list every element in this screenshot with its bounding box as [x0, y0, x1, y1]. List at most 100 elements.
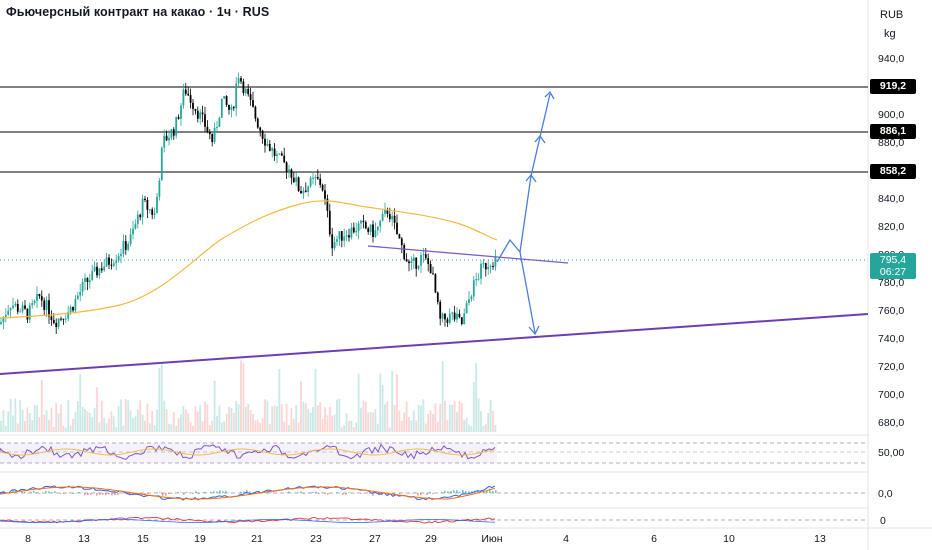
candle-body [16, 303, 19, 312]
candle-body [206, 126, 209, 132]
candle-body [309, 177, 312, 187]
macd-hist-bar [186, 491, 188, 493]
support-trendline[interactable] [0, 313, 869, 375]
candle-body [127, 244, 130, 250]
candle-body [108, 257, 110, 265]
volume-bar [405, 401, 408, 432]
candle-body [256, 118, 259, 128]
volume-bar [105, 423, 108, 432]
macd-hist-bar [111, 493, 113, 496]
volume-bar [384, 404, 386, 432]
volume-bar [336, 399, 338, 432]
macd-hist-bar [312, 491, 314, 493]
candle-body [86, 277, 89, 283]
candle-body [292, 177, 295, 183]
candle-body [110, 264, 113, 266]
candle-body [247, 88, 250, 95]
volume-bar [146, 403, 149, 432]
candle-body [357, 223, 360, 231]
rsi-band [0, 443, 497, 463]
candle-body [122, 241, 125, 254]
volume-bar [300, 381, 302, 432]
candle-body [31, 303, 34, 306]
volume-bar [422, 399, 425, 432]
candle-body [45, 300, 48, 310]
candle-body [201, 112, 204, 115]
candle-body [19, 311, 22, 313]
macd-hist-bar [285, 492, 287, 493]
candle-body [168, 137, 170, 141]
candle-body [436, 292, 439, 303]
candle-body [225, 96, 228, 105]
volume-bar [379, 373, 382, 432]
macd-hist-bar [54, 491, 56, 493]
candle-body [302, 190, 305, 194]
macd-hist-bar [21, 490, 23, 493]
volume-bar [235, 401, 238, 432]
volume-bar [153, 425, 156, 432]
price-tick-label: 900,0 [878, 109, 904, 121]
candle-body [434, 274, 437, 293]
candle-body [324, 190, 326, 199]
macd-hist-bar [24, 491, 26, 493]
volume-bar [295, 405, 298, 432]
macd-hist-bar [39, 493, 41, 494]
candle-body [172, 129, 175, 136]
volume-bar [28, 413, 31, 432]
macd-hist-bar [360, 493, 362, 494]
candle-body [465, 303, 468, 314]
volume-bar [48, 420, 50, 432]
candle-body [100, 268, 103, 271]
volume-bar [372, 412, 374, 432]
candle-body [422, 254, 425, 256]
volume-bar [86, 411, 89, 432]
candle-body [374, 230, 377, 237]
candle-body [283, 155, 286, 163]
volume-bar [36, 405, 38, 432]
candle-body [441, 313, 444, 319]
candle-body [26, 308, 29, 320]
candle-body [244, 88, 247, 94]
volume-bar [158, 367, 161, 432]
candle-body [439, 302, 442, 319]
candle-body [482, 263, 485, 265]
candle-body [458, 313, 461, 318]
unit-label: kg [884, 28, 896, 40]
volume-bar [400, 420, 403, 432]
date-tick-label: 10 [723, 533, 735, 545]
volume-bar [170, 424, 173, 432]
volume-bar [160, 362, 163, 432]
projection-arrows[interactable] [496, 90, 555, 336]
macd-hist-bar [195, 491, 197, 493]
volume-bar [204, 401, 206, 432]
price-tick-label: 840,0 [878, 193, 904, 205]
price-tick-label: 820,0 [878, 221, 904, 233]
candle-body [216, 126, 218, 128]
volume-bar [408, 416, 410, 432]
volume-bar [177, 418, 180, 432]
candle-body [338, 231, 341, 240]
neckline-trendline[interactable] [367, 245, 569, 264]
volume-bars [0, 360, 497, 432]
volume-bar [43, 414, 46, 432]
macd-hist-bar [441, 491, 443, 493]
candle-body [192, 102, 194, 109]
volume-bar [259, 422, 262, 432]
macd-hist-bar [495, 490, 497, 493]
macd-hist-bar [36, 492, 38, 493]
candle-body [340, 231, 343, 241]
candle-body [446, 319, 449, 323]
volume-bar [228, 406, 230, 432]
candle-body [280, 153, 283, 156]
volume-bar [129, 410, 132, 432]
volume-bar [420, 405, 422, 432]
candle-body [14, 303, 17, 306]
candle-body [304, 190, 307, 192]
macd-hist-bar [159, 492, 161, 493]
volume-bar [218, 405, 221, 432]
candle-body [153, 213, 156, 215]
macd-hist-bar [300, 491, 302, 493]
volume-bar [398, 410, 401, 432]
candle-body [412, 257, 415, 261]
